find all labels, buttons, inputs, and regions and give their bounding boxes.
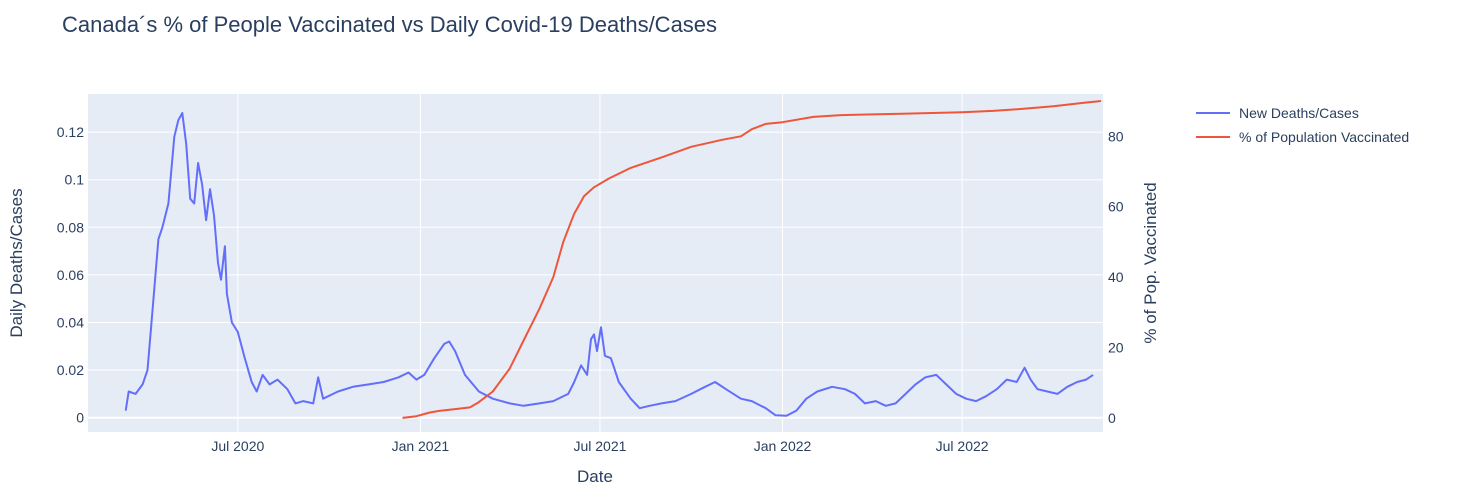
y-tick-label: 0.12 bbox=[57, 124, 84, 140]
y-tick-label: 0.08 bbox=[57, 219, 84, 235]
x-tick-label: Jul 2021 bbox=[573, 438, 626, 454]
y2-axis-title: % of Pop. Vaccinated bbox=[1141, 182, 1160, 343]
chart-title: Canada´s % of People Vaccinated vs Daily… bbox=[62, 12, 717, 37]
y2-tick-label: 20 bbox=[1108, 340, 1124, 356]
series-lines bbox=[124, 100, 1102, 419]
x-tick-label: Jul 2022 bbox=[936, 438, 989, 454]
y-tick-label: 0 bbox=[76, 410, 84, 426]
y2-tick-label: 80 bbox=[1108, 128, 1124, 144]
legend[interactable]: New Deaths/Cases % of Population Vaccinat… bbox=[1196, 105, 1409, 145]
x-tick-label: Jul 2020 bbox=[211, 438, 264, 454]
series-line-2 bbox=[402, 100, 1102, 419]
legend-item[interactable]: % of Population Vaccinated bbox=[1196, 129, 1409, 145]
plot-area bbox=[88, 94, 1103, 432]
legend-label: % of Population Vaccinated bbox=[1239, 129, 1409, 145]
series-line-1 bbox=[124, 112, 1094, 417]
gridlines bbox=[88, 94, 1103, 432]
y2-tick-label: 60 bbox=[1108, 199, 1124, 215]
x-tick-label: Jan 2022 bbox=[754, 438, 812, 454]
y2-tick-label: 40 bbox=[1108, 269, 1124, 285]
tick-labels: 0 0.02 0.04 0.06 0.08 0.1 0.12 Jul 2020 Jan 2021… bbox=[57, 124, 1124, 454]
y-tick-label: 0.02 bbox=[57, 362, 84, 378]
x-tick-label: Jan 2021 bbox=[392, 438, 450, 454]
y-axis-title: Daily Deaths/Cases bbox=[7, 188, 26, 337]
y-tick-label: 0.1 bbox=[65, 172, 85, 188]
legend-label: New Deaths/Cases bbox=[1239, 105, 1359, 121]
legend-item[interactable]: New Deaths/Cases bbox=[1196, 105, 1359, 121]
x-axis-title: Date bbox=[577, 467, 613, 486]
y-tick-label: 0.04 bbox=[57, 315, 84, 331]
y-tick-label: 0.06 bbox=[57, 267, 84, 283]
y2-tick-label: 0 bbox=[1108, 410, 1116, 426]
